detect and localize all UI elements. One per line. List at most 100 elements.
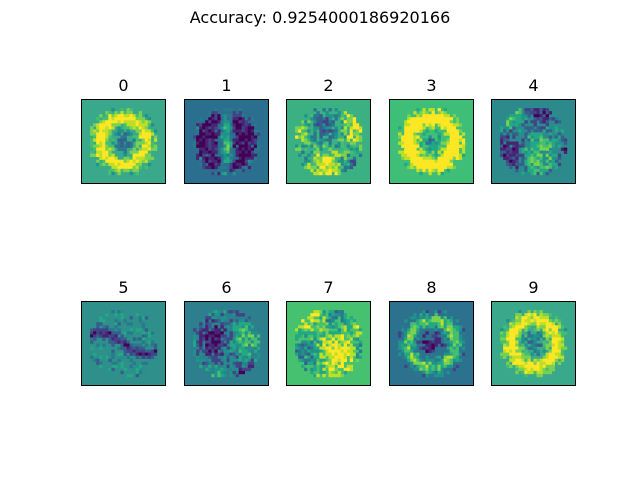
heatmap-cell: [404, 349, 408, 353]
heatmap-cell: [437, 141, 441, 145]
heatmap-cell: [349, 117, 354, 121]
heatmap-cell: [304, 120, 308, 124]
heatmap-cell: [413, 358, 417, 363]
heatmap-cell: [455, 337, 460, 341]
heatmap-cell: [506, 331, 510, 335]
heatmap-cell: [542, 364, 546, 369]
heatmap-cell: [509, 153, 513, 157]
heatmap-cell: [211, 162, 215, 167]
heatmap-cell: [304, 361, 308, 366]
heatmap-cell: [358, 349, 363, 353]
heatmap-cell: [220, 135, 224, 139]
heatmap-cell: [419, 358, 423, 363]
heatmap-cell: [340, 346, 344, 350]
heatmap-cell: [410, 156, 414, 161]
heatmap-cell: [241, 319, 246, 323]
heatmap-cell: [542, 156, 546, 161]
heatmap-cell: [129, 111, 133, 115]
heatmap-cell: [446, 370, 451, 375]
heatmap-cell: [337, 310, 341, 314]
heatmap-cell: [428, 117, 432, 121]
heatmap-cell: [524, 334, 528, 338]
heatmap-cell: [334, 168, 338, 173]
heatmap-cell: [238, 334, 242, 338]
heatmap-cell: [310, 165, 314, 170]
heatmap-cell: [232, 349, 236, 353]
heatmap-cell: [150, 123, 155, 127]
heatmap-cell: [545, 358, 549, 363]
heatmap-cell: [404, 340, 408, 344]
heatmap-cell: [105, 129, 109, 133]
heatmap-cell: [545, 138, 549, 142]
heatmap-cell: [527, 126, 531, 130]
heatmap-cell: [304, 135, 308, 139]
heatmap-cell: [328, 310, 332, 314]
heatmap-cell: [147, 117, 152, 121]
heatmap-cell: [111, 162, 115, 167]
heatmap-cell: [325, 153, 329, 157]
heatmap-cell: [316, 310, 320, 314]
heatmap-cell: [452, 150, 457, 154]
heatmap-cell: [410, 331, 414, 335]
heatmap-cell: [554, 331, 559, 335]
heatmap-cell: [226, 114, 230, 118]
heatmap-cell: [322, 316, 326, 320]
heatmap-cell: [235, 352, 239, 356]
heatmap-cell: [202, 147, 206, 151]
heatmap-cell: [536, 364, 540, 369]
heatmap-cell: [530, 334, 534, 338]
heatmap-cell: [539, 117, 543, 121]
heatmap-cell: [238, 364, 242, 369]
heatmap-cell: [235, 168, 239, 173]
heatmap-cell: [410, 343, 414, 347]
heatmap-cell: [238, 355, 242, 359]
heatmap-cell: [223, 129, 227, 133]
heatmap-cell: [114, 144, 118, 148]
heatmap-cell: [126, 346, 130, 350]
panel-frame: [184, 99, 269, 184]
heatmap-cell: [437, 120, 441, 124]
heatmap-cell: [99, 141, 103, 145]
heatmap-cell: [241, 147, 246, 151]
heatmap-cell: [554, 126, 559, 130]
heatmap-cell: [419, 141, 423, 145]
heatmap-cell: [295, 343, 299, 347]
heatmap-cell: [458, 123, 463, 127]
heatmap-cell: [132, 114, 136, 118]
heatmap-cell: [226, 156, 230, 161]
heatmap-cell: [533, 129, 537, 133]
heatmap-cell: [250, 334, 255, 338]
heatmap-cell: [132, 156, 136, 161]
heatmap-cell: [193, 328, 197, 332]
heatmap-cell: [422, 114, 426, 118]
heatmap-cell: [542, 120, 546, 124]
heatmap-cell: [229, 370, 233, 375]
heatmap-cell: [557, 153, 562, 157]
heatmap-cell: [440, 361, 444, 366]
heatmap-cell: [536, 171, 540, 176]
heatmap-cell: [527, 370, 531, 375]
heatmap-cell: [253, 343, 258, 347]
heatmap-cell: [398, 126, 402, 130]
heatmap-cell: [223, 361, 227, 366]
heatmap-cell: [509, 355, 513, 359]
heatmap-cell: [413, 331, 417, 335]
heatmap-cell: [425, 367, 429, 372]
heatmap-cell: [135, 156, 139, 161]
heatmap-cell: [235, 132, 239, 136]
heatmap-cell: [413, 361, 417, 366]
heatmap-cell: [416, 355, 420, 359]
heatmap-cell: [446, 352, 451, 356]
heatmap-cell: [241, 343, 246, 347]
heatmap-cell: [223, 358, 227, 363]
heatmap-cell: [431, 319, 435, 323]
heatmap-cell: [530, 132, 534, 136]
heatmap-cell: [247, 364, 252, 369]
heatmap-cell: [135, 126, 139, 130]
heatmap-cell: [135, 141, 139, 145]
heatmap-cell: [518, 313, 522, 317]
heatmap-cell: [253, 349, 258, 353]
heatmap-cell: [527, 135, 531, 139]
heatmap-cell: [138, 346, 143, 350]
heatmap-cell: [316, 349, 320, 353]
